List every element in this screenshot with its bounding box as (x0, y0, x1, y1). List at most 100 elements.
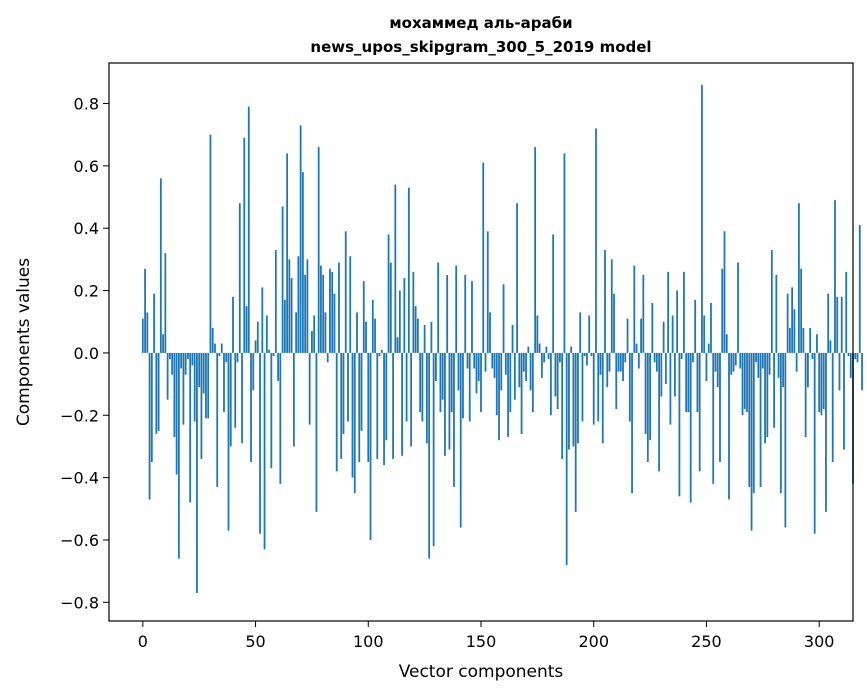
bar (782, 352, 785, 388)
bar (175, 352, 178, 475)
bar (317, 147, 320, 353)
bar (362, 281, 365, 353)
bar (723, 231, 726, 353)
bar (673, 352, 676, 397)
bar (626, 318, 629, 353)
bar (633, 265, 636, 353)
bar (292, 352, 295, 447)
bar (741, 352, 744, 416)
bar (737, 262, 739, 353)
bar (617, 352, 620, 372)
bar (148, 352, 151, 500)
bar (764, 352, 766, 444)
bar (157, 352, 160, 431)
bar (171, 352, 174, 375)
bar (739, 352, 742, 369)
bar (608, 352, 611, 372)
bar (205, 352, 207, 419)
bar (371, 299, 374, 353)
bar (268, 349, 270, 353)
bar (804, 352, 807, 438)
bar (732, 352, 735, 372)
bar (597, 352, 600, 422)
bar (389, 262, 392, 353)
x-tick-label: 50 (245, 632, 265, 651)
bar (234, 352, 237, 428)
bar (775, 274, 778, 353)
bar (489, 312, 491, 353)
bar (498, 352, 500, 441)
bar (843, 352, 845, 450)
bar (308, 352, 311, 425)
bar (277, 352, 279, 381)
bar (471, 281, 473, 353)
bar (847, 352, 850, 357)
bar (245, 306, 248, 353)
bar (540, 352, 543, 378)
bar (444, 352, 446, 456)
bar (448, 352, 451, 450)
bar (779, 352, 782, 494)
bar (728, 352, 730, 500)
bar (825, 352, 827, 512)
bar (250, 352, 252, 463)
bar (588, 315, 591, 353)
bar (746, 352, 748, 413)
bar (259, 352, 261, 534)
bar (392, 352, 394, 459)
bar (437, 262, 440, 353)
bar (563, 153, 566, 353)
bar (214, 343, 216, 353)
bar (439, 352, 442, 413)
bar (475, 352, 478, 394)
y-tick-label: 0.2 (74, 282, 99, 301)
bar (428, 352, 431, 559)
bar (858, 225, 861, 353)
bar (211, 327, 214, 353)
bar (446, 274, 449, 353)
bar (484, 352, 487, 372)
bar (759, 352, 762, 487)
bar (710, 303, 712, 353)
bar (236, 352, 239, 363)
y-tick-label: −0.4 (60, 469, 99, 488)
bar (768, 352, 771, 375)
bar (773, 352, 775, 428)
bar (757, 352, 760, 378)
bar (500, 352, 503, 391)
bar (272, 352, 275, 357)
bar (225, 352, 228, 363)
bar (144, 268, 146, 353)
bar (423, 324, 426, 353)
bar (635, 343, 638, 353)
bar (640, 318, 642, 353)
bar (209, 134, 212, 353)
bar (360, 352, 363, 431)
bar (836, 296, 839, 353)
bar (698, 352, 701, 472)
bar (522, 352, 525, 372)
bar (468, 352, 471, 422)
x-tick-label: 250 (691, 632, 722, 651)
bar (644, 352, 647, 434)
bar (725, 334, 728, 353)
bar (182, 352, 185, 425)
bar (301, 172, 304, 353)
bar (263, 352, 266, 550)
bar (265, 315, 268, 353)
bar (344, 231, 347, 353)
bar (279, 352, 282, 484)
bar (520, 352, 523, 434)
bar (315, 352, 318, 512)
bar (513, 352, 516, 400)
bar (613, 293, 615, 353)
bar (649, 352, 651, 441)
bar (380, 349, 383, 353)
bar (770, 250, 773, 353)
bar (430, 321, 433, 353)
bar (516, 203, 518, 353)
bar (504, 352, 507, 375)
bar (811, 352, 814, 360)
bar (349, 256, 352, 353)
bar (232, 296, 234, 353)
